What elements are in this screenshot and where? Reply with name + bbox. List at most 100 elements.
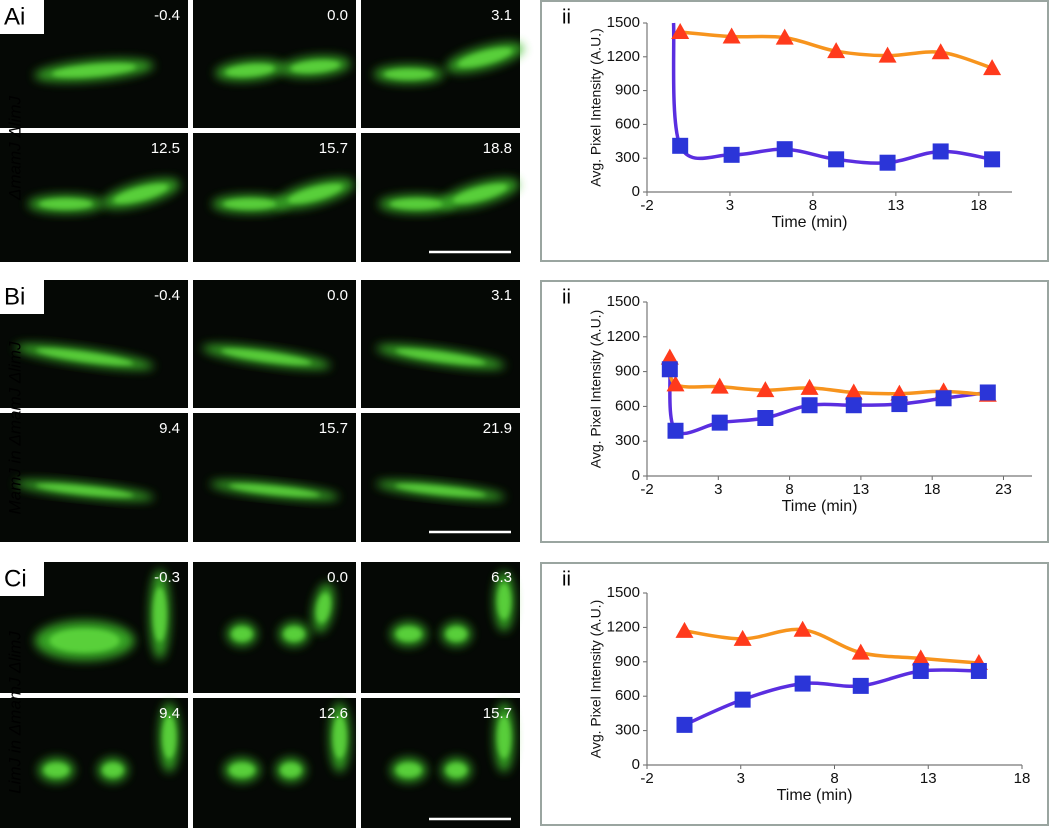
time-label: 15.7 [319,420,348,437]
panel-frame [540,280,1049,543]
x-tick-label: 18 [970,197,987,214]
square-marker [828,151,845,168]
fluorescence-core [102,762,124,778]
micrograph-tile [193,280,356,408]
y-axis-label: Avg. Pixel Intensity (A.U.) [588,310,604,468]
triangle-marker [722,27,741,44]
square-marker [845,397,862,414]
square-marker [776,141,793,158]
x-tick-label: 8 [785,481,793,498]
fluorescence-core [36,348,134,366]
fluorescence-core [231,626,253,642]
y-tick-label: 600 [615,115,640,132]
fluorescence-core [113,183,169,204]
time-label: 9.4 [159,420,180,437]
triangle-marker [827,42,846,59]
fluorescence-core [457,47,513,68]
square-marker [912,662,929,679]
panel-label: Ci [4,565,27,592]
fluorescence-core [384,68,434,80]
fluorescence-core [497,583,512,620]
fluorescence-core [229,484,320,497]
fluorescence-core [162,716,177,759]
triangle-marker [666,375,685,392]
fluorescence-core [445,762,467,778]
x-tick-label: 13 [853,481,870,498]
triangle-marker [851,643,870,660]
time-label: 0.0 [327,569,348,586]
fluorescence-core [288,183,343,204]
time-label: 21.9 [483,420,512,437]
fluorescence-core [39,198,93,210]
fluorescence-core [316,593,331,623]
micrograph-tile [193,698,356,828]
y-tick-label: 1200 [607,618,640,635]
panel-label: Bi [4,283,25,310]
fluorescence-core [497,716,512,759]
x-tick-label: -2 [640,770,653,787]
y-tick-label: 0 [632,756,640,773]
panel-label-box [0,562,44,596]
strain-label: ΔmamJ ΔlimJ [5,95,24,201]
fluorescence-core [43,762,69,778]
micrograph-tile [361,280,520,408]
x-tick-label: 18 [924,481,941,498]
time-label: 12.5 [151,140,180,157]
fluorescence-core [396,762,422,778]
triangle-marker [878,46,897,63]
square-marker [734,691,751,708]
triangle-marker [710,377,729,394]
panel-label: ii [562,6,571,28]
panel-label: Ai [4,3,25,30]
fluorescence-core [49,628,120,653]
triangle-marker [775,28,794,45]
micrograph-tile [0,698,188,828]
y-tick-label: 0 [632,467,640,484]
x-axis-label: Time (min) [772,214,848,231]
square-marker [667,422,684,439]
fluorescence-core [280,762,302,778]
y-tick-label: 300 [615,149,640,166]
x-tick-label: -2 [640,481,653,498]
y-tick-label: 0 [632,183,640,200]
square-marker [661,361,678,378]
y-tick-label: 1500 [607,293,640,310]
x-axis-label: Time (min) [782,498,858,515]
time-label: 3.1 [491,7,512,24]
time-label: 15.7 [319,140,348,157]
fluorescence-core [395,484,486,497]
triangle-marker [800,378,819,395]
square-marker [676,716,693,733]
y-axis-label: Avg. Pixel Intensity (A.U.) [588,28,604,186]
time-label: 9.4 [159,705,180,722]
micrograph-tile [361,413,520,542]
micrograph-tile [361,562,520,693]
y-tick-label: 900 [615,653,640,670]
fluorescence-core [225,64,275,77]
x-axis-label: Time (min) [777,787,853,804]
square-marker [723,146,740,163]
square-marker [711,414,728,431]
fluorescence-core [332,716,347,759]
time-label: 0.0 [327,7,348,24]
strain-label: MamJ in ΔmamJ ΔlimJ [5,341,24,514]
triangle-marker [671,23,690,40]
square-marker [979,384,996,401]
square-marker [879,154,896,171]
y-tick-label: 900 [615,363,640,380]
triangle-marker [983,59,1002,76]
x-tick-label: 8 [809,197,817,214]
y-tick-label: 300 [615,432,640,449]
x-tick-label: -2 [640,197,653,214]
micrograph-tile [0,413,188,542]
x-tick-label: 13 [920,770,937,787]
time-label: 6.3 [491,569,512,586]
panel-label-box [0,0,44,34]
x-tick-label: 3 [726,197,734,214]
y-axis-label: Avg. Pixel Intensity (A.U.) [588,600,604,758]
time-label: 15.7 [483,705,512,722]
square-marker [891,396,908,413]
triangle-marker [675,621,694,638]
y-tick-label: 600 [615,397,640,414]
square-marker [801,397,818,414]
